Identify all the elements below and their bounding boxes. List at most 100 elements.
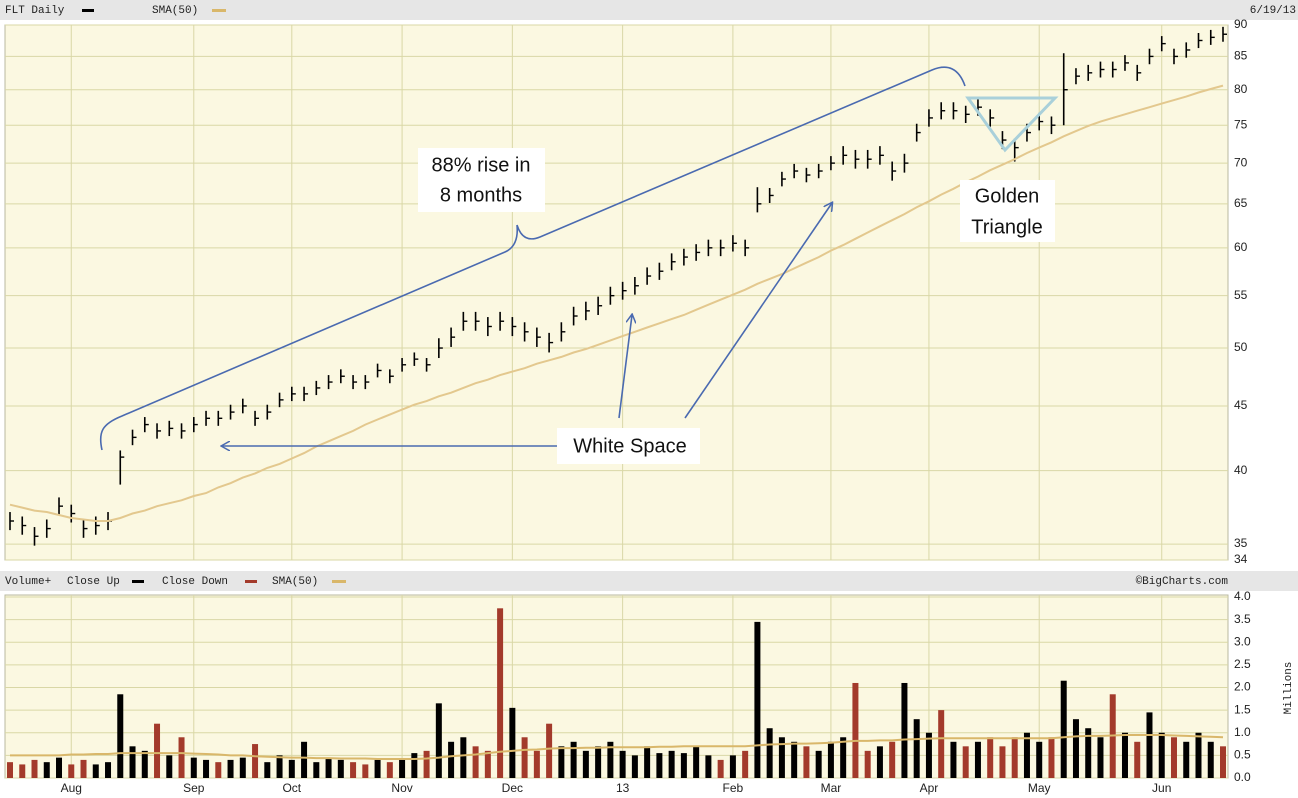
volume-bar xyxy=(411,753,418,778)
volume-bar xyxy=(92,764,99,778)
volume-bar xyxy=(582,750,589,778)
bracket xyxy=(99,66,966,451)
volume-bar xyxy=(325,757,332,778)
volume-bar xyxy=(1158,732,1165,778)
annotation: Golden xyxy=(975,185,1040,207)
volume-bar xyxy=(203,759,210,778)
volume-bar xyxy=(1170,737,1177,778)
annotation: Triangle xyxy=(971,216,1043,238)
date-label: 6/19/13 xyxy=(1250,5,1296,17)
volume-title: Volume+ xyxy=(5,576,51,588)
volume-bar xyxy=(607,741,614,778)
x-tick-label: Mar xyxy=(821,781,842,795)
volume-bar xyxy=(864,750,871,778)
volume-bar xyxy=(962,746,969,778)
volume-bar xyxy=(546,723,553,778)
volume-bar xyxy=(43,762,50,778)
volume-bar xyxy=(766,728,773,778)
x-tick-label: Oct xyxy=(282,781,301,795)
price-plot xyxy=(4,24,1229,561)
annotation: 88% rise in xyxy=(432,154,531,176)
volume-bar xyxy=(166,755,173,778)
volume-bar xyxy=(386,762,393,778)
volume-bar xyxy=(350,762,357,778)
volume-bar xyxy=(778,737,785,778)
volume-bar xyxy=(913,719,920,778)
volume-bar xyxy=(1097,737,1104,778)
x-tick-label: May xyxy=(1028,781,1051,795)
volume-bar xyxy=(288,759,295,778)
volume-bar xyxy=(80,759,87,778)
y-tick-label: 0.5 xyxy=(1234,748,1251,762)
x-tick-label: Aug xyxy=(61,781,82,795)
legend-swatch xyxy=(82,9,94,12)
grid xyxy=(5,24,1228,779)
volume-bar xyxy=(301,741,308,778)
volume-bar xyxy=(264,762,271,778)
volume-bar xyxy=(987,737,994,778)
volume-bar xyxy=(815,750,822,778)
volume-bar xyxy=(1060,680,1067,778)
volume-bar xyxy=(362,764,369,778)
volume-bar xyxy=(1048,737,1055,778)
volume-bar xyxy=(1207,741,1214,778)
annotations: 88% rise in 8 months White Space Golden … xyxy=(99,66,1059,464)
x-tick-label: 13 xyxy=(616,781,630,795)
volume-sma-line xyxy=(10,734,1224,760)
volume-bar xyxy=(950,741,957,778)
volume-bar xyxy=(56,757,63,778)
label-box xyxy=(557,428,700,464)
volume-bar xyxy=(925,732,932,778)
x-tick-label: Dec xyxy=(502,781,523,795)
volume-bar xyxy=(803,746,810,778)
volume-bar xyxy=(1195,732,1202,778)
volume-bar xyxy=(239,757,246,778)
marks xyxy=(7,26,1227,778)
legend-label: SMA(50) xyxy=(272,576,318,588)
volume-bar xyxy=(337,759,344,778)
triangle xyxy=(965,96,1059,153)
y-tick-label: 50 xyxy=(1234,340,1248,354)
volume-bar xyxy=(595,746,602,778)
volume-bar xyxy=(117,694,124,778)
volume-bar xyxy=(840,737,847,778)
sma-line xyxy=(9,84,1224,522)
volume-bar xyxy=(141,750,148,778)
volume-bar xyxy=(1134,741,1141,778)
legend-label: SMA(50) xyxy=(152,5,198,17)
x-tick-label: Jun xyxy=(1152,781,1171,795)
volume-bar xyxy=(1220,746,1226,778)
volume-bar xyxy=(938,710,945,778)
x-tick-label: Nov xyxy=(391,781,412,795)
arrow xyxy=(618,315,632,419)
y-tick-label: 2.5 xyxy=(1234,657,1251,671)
volume-bar xyxy=(509,707,516,778)
volume-bar xyxy=(889,741,896,778)
y-tick-label: 45 xyxy=(1234,398,1248,412)
volume-bar xyxy=(178,737,185,778)
volume-bar xyxy=(31,759,38,778)
annotation: White Space xyxy=(573,435,686,457)
volume-bar xyxy=(852,682,859,778)
volume-bar xyxy=(570,741,577,778)
y-tick-label: 35 xyxy=(1234,536,1248,550)
y-tick-label: 90 xyxy=(1234,17,1248,31)
volume-bar xyxy=(497,608,504,778)
volume-bar xyxy=(19,764,26,778)
volume-bar xyxy=(693,746,700,778)
volume-bar xyxy=(717,759,724,778)
y-tick-label: 60 xyxy=(1234,240,1248,254)
volume-bar xyxy=(1121,732,1128,778)
volume-bar xyxy=(656,753,663,778)
volume-bar xyxy=(1146,712,1153,778)
volume-bar xyxy=(558,746,565,778)
volume-bar xyxy=(680,753,687,778)
volume-bar xyxy=(423,750,430,778)
volume-bar xyxy=(190,757,197,778)
y-tick-label: 3.5 xyxy=(1234,612,1251,626)
volume-bar xyxy=(472,746,479,778)
y-tick-label: 65 xyxy=(1234,196,1248,210)
y-tick-label: 2.0 xyxy=(1234,680,1251,694)
credit: ©BigCharts.com xyxy=(1136,576,1229,588)
volume-bar xyxy=(435,703,442,778)
